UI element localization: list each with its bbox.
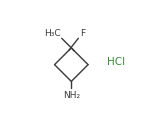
Text: H₃C: H₃C <box>44 29 61 38</box>
Text: F: F <box>80 29 85 38</box>
Text: HCl: HCl <box>107 57 125 67</box>
Text: NH₂: NH₂ <box>63 91 80 100</box>
